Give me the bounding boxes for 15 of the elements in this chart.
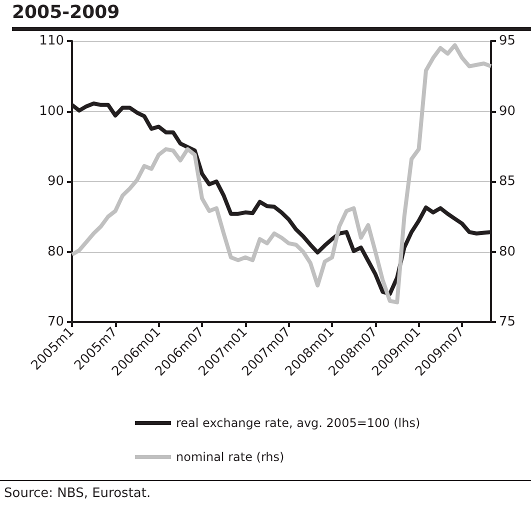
y2-tick-label: 95: [499, 34, 516, 48]
y-tick-label: 110: [39, 34, 64, 48]
y2-tick-label: 80: [499, 244, 516, 260]
y2-tick-label: 90: [499, 104, 516, 119]
line-series: [70, 43, 493, 304]
y-tick-label: 90: [47, 174, 64, 189]
y2-tick-label: 75: [499, 314, 516, 330]
y-tick-label: 100: [39, 104, 64, 119]
y-tick-label: 80: [47, 244, 64, 260]
source-note: Source: NBS, Eurostat.: [4, 486, 151, 501]
y-tick-label: 70: [47, 314, 64, 330]
chart-title: 2005-2009: [12, 2, 120, 23]
legend-label: nominal rate (rhs): [176, 450, 284, 464]
legend-label: real exchange rate, avg. 2005=100 (lhs): [176, 416, 420, 430]
y2-tick-label: 85: [499, 174, 516, 189]
